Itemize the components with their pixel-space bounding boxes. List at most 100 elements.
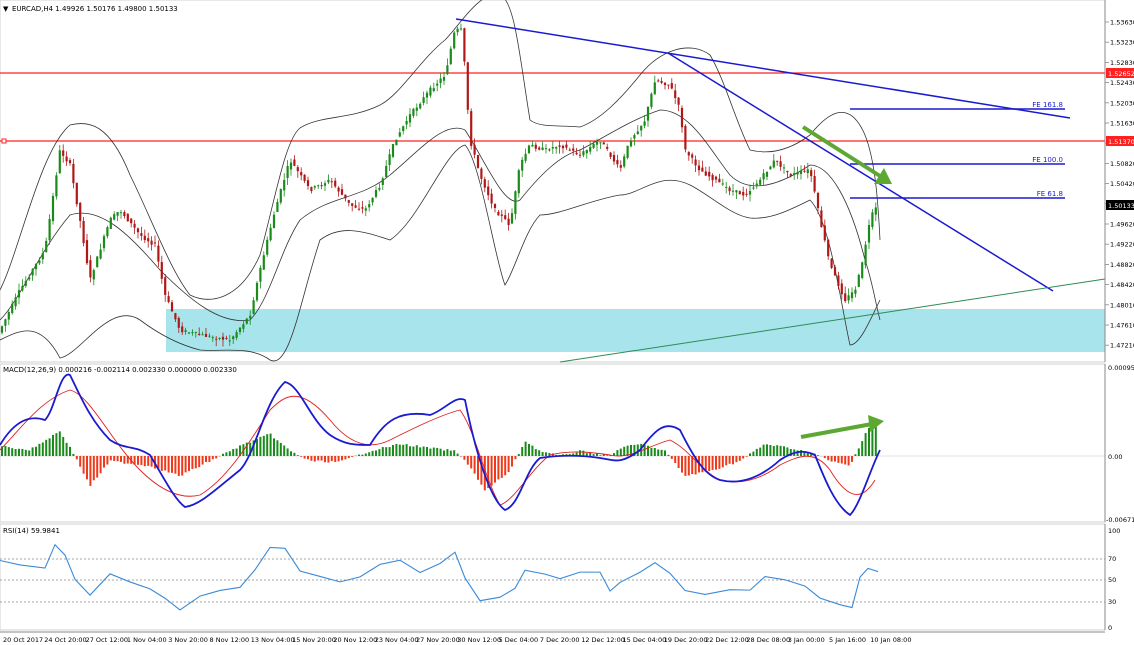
candle-body	[279, 189, 282, 203]
candle-body	[854, 289, 857, 294]
macd-bar	[55, 433, 58, 456]
rsi-panel[interactable]: RSI(14) 59.9841	[0, 523, 1106, 631]
candle-body	[663, 82, 667, 86]
candle-body	[582, 151, 585, 156]
candle-body	[317, 185, 320, 187]
current-price-label: 1.50133	[1108, 202, 1134, 210]
macd-bar	[364, 453, 367, 456]
macd-bar	[783, 446, 785, 456]
candle-body	[813, 176, 816, 192]
candle-body	[480, 168, 483, 179]
macd-bar	[742, 456, 745, 459]
trendline-upper[interactable]	[455, 18, 1071, 119]
candle-body	[592, 143, 595, 148]
macd-bar	[446, 449, 449, 456]
candle-body	[487, 186, 490, 196]
chart-title: EURCAD,H4 1.49926 1.50176 1.49800 1.5013…	[12, 5, 178, 13]
time-tick: 28 Dec 08:00	[746, 636, 790, 644]
macd-bar	[769, 444, 772, 456]
macd-bar	[582, 450, 585, 456]
candle-body	[48, 218, 51, 241]
macd-bar	[351, 456, 354, 457]
candle-body	[473, 144, 476, 155]
macd-bar	[626, 445, 629, 456]
bollinger-upper	[0, 0, 881, 300]
macd-bar	[684, 456, 687, 476]
macd-bar	[62, 436, 65, 456]
candle-body	[507, 218, 510, 225]
macd-axis[interactable]: 0.000957 0.00 -0.006713	[1104, 364, 1134, 524]
macd-bar	[147, 456, 150, 466]
macd-bar	[235, 448, 238, 456]
macd-bar	[103, 456, 105, 468]
candle-body	[187, 332, 191, 334]
candle-body	[837, 275, 840, 287]
macd-bar	[4, 445, 7, 456]
current-price-bg	[1106, 200, 1134, 210]
macd-bar	[426, 446, 428, 456]
macd-bar	[854, 454, 857, 456]
macd-bar	[140, 456, 143, 466]
macd-bar	[660, 449, 663, 456]
candle-body	[531, 144, 534, 147]
fibonacci-expansion[interactable]: FE 161.8 FE 100.0 FE 61.8	[850, 101, 1065, 199]
candle-body	[181, 326, 184, 333]
macd-bar	[871, 426, 874, 456]
rsi-axis[interactable]: 100 70 50 30 0	[1104, 524, 1120, 632]
macd-panel[interactable]: MACD(12,26,9) 0.000216 -0.002114 0.00233…	[0, 363, 1106, 523]
macd-bar	[623, 446, 626, 456]
price-tick: 1.47610	[1110, 322, 1134, 330]
macd-bar	[715, 456, 717, 470]
macd-bar	[116, 456, 119, 462]
macd-bar	[762, 444, 765, 456]
candle-body	[691, 154, 694, 158]
macd-bar	[575, 452, 578, 456]
price-tick: 1.48010	[1110, 301, 1134, 309]
macd-bar	[109, 456, 112, 461]
candle-body	[395, 139, 398, 146]
macd-bar	[823, 456, 826, 459]
candle-body	[119, 212, 123, 214]
candle-body	[425, 92, 429, 98]
candles	[0, 23, 877, 347]
candle-body	[381, 178, 384, 185]
candle-body	[551, 147, 554, 149]
macd-bar	[38, 443, 41, 456]
macd-bar	[463, 456, 466, 460]
candle-body	[510, 213, 514, 224]
candle-body	[228, 340, 231, 342]
main-price-panel[interactable]: FE 161.8 FE 100.0 FE 61.8 ▼ EURCAD,H4 1.…	[0, 0, 1106, 363]
candle-body	[58, 150, 61, 174]
candle-body	[252, 300, 255, 314]
candle-body	[711, 174, 714, 181]
macd-bar	[262, 435, 265, 456]
candle-body	[82, 221, 85, 244]
support-zone	[166, 309, 1105, 352]
macd-bar	[436, 447, 439, 456]
macd-bar	[579, 450, 581, 456]
macd-bar	[398, 444, 401, 456]
trendline-lower[interactable]	[667, 52, 1054, 292]
macd-bar	[711, 456, 714, 470]
candle-body	[806, 169, 809, 174]
candle-body	[45, 240, 48, 253]
macd-bar	[596, 453, 598, 456]
macd-bar	[647, 445, 649, 456]
hline-label-lower-bg	[1106, 136, 1134, 146]
candle-body	[565, 144, 568, 148]
hline-label-upper-bg	[1106, 68, 1134, 78]
candle-body	[272, 214, 276, 228]
time-tick: 27 Oct 12:00	[86, 636, 128, 644]
trendline-ascending[interactable]	[559, 278, 1106, 363]
macd-bar	[725, 456, 728, 466]
fe-100-label: FE 100.0	[1032, 156, 1063, 164]
price-axis[interactable]: 1.53630 1.53230 1.52830 1.52430 1.52030 1.516…	[1104, 0, 1134, 362]
candle-body	[21, 285, 24, 291]
macd-tick-zero: 0.00	[1108, 453, 1122, 461]
hline-handle[interactable]	[1, 138, 7, 144]
candle-body	[623, 156, 626, 167]
macd-bar	[381, 447, 384, 456]
macd-bar	[830, 456, 833, 462]
